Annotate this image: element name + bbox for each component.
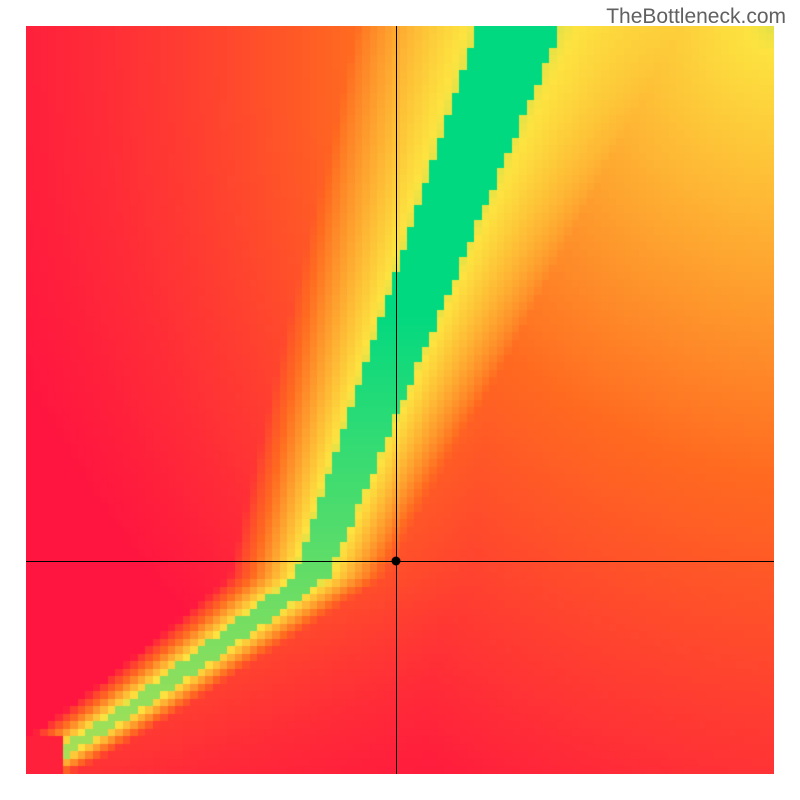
crosshair-vertical: [396, 26, 397, 774]
crosshair-horizontal: [26, 561, 774, 562]
heatmap-area: [26, 26, 774, 774]
chart-container: TheBottleneck.com: [0, 0, 800, 800]
marker-dot: [391, 556, 400, 565]
heatmap-canvas: [26, 26, 774, 774]
watermark-text: TheBottleneck.com: [606, 5, 786, 29]
